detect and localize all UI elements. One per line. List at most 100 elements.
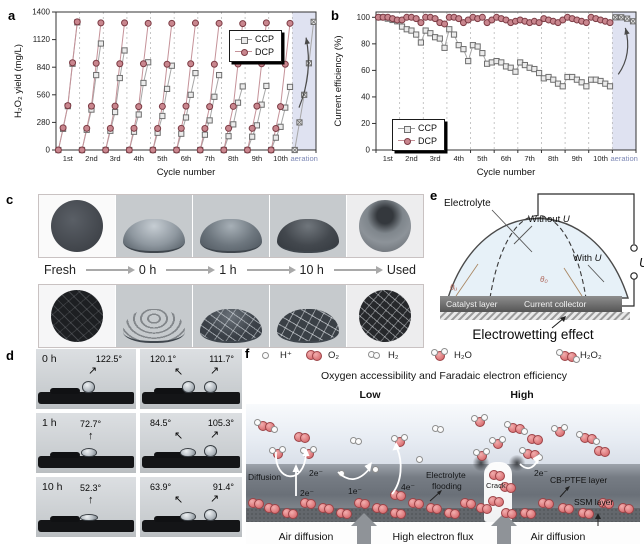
current-collector-label: Current collector	[524, 299, 587, 309]
molecule-O2	[444, 506, 464, 522]
svg-text:6th: 6th	[501, 154, 512, 163]
stage-label: 1 h	[219, 263, 237, 277]
water-droplet	[80, 514, 98, 521]
photo-used-bottom	[347, 285, 423, 347]
svg-text:280: 280	[37, 118, 51, 127]
droplet-with-voltage	[447, 218, 629, 299]
svg-text:3rd: 3rd	[110, 154, 121, 163]
water-droplet	[180, 448, 196, 457]
svg-text:5th: 5th	[477, 154, 488, 163]
legend-h2o2: H₂O₂	[556, 348, 602, 363]
molecule-H2O	[551, 424, 572, 440]
svg-text:10th: 10th	[273, 154, 288, 163]
svg-text:100: 100	[357, 13, 371, 22]
photo-0h-top	[116, 195, 192, 257]
molecule-O2	[500, 480, 520, 496]
molecule-Hplus	[412, 452, 432, 468]
with-u-leader	[587, 264, 605, 283]
photo-fresh-bottom	[39, 285, 115, 347]
svg-text:2nd: 2nd	[405, 154, 418, 163]
svg-text:840: 840	[37, 63, 51, 72]
molecule-O2	[538, 496, 558, 512]
svg-text:9th: 9th	[252, 154, 263, 163]
svg-text:0: 0	[366, 146, 371, 155]
svg-text:8th: 8th	[228, 154, 239, 163]
up-right-arrow-icon: ↗	[210, 429, 220, 441]
molecule-Hplus	[334, 466, 354, 482]
molecule-H2O2	[254, 418, 278, 434]
theta-0-label: θ₀	[540, 275, 548, 284]
molecule-H2	[348, 434, 368, 450]
molecule-O2	[527, 432, 547, 448]
photo-1h-bottom	[193, 285, 269, 347]
svg-text:20: 20	[361, 119, 370, 128]
photo-1h-top	[193, 195, 269, 257]
svg-text:Current efficiency (%): Current efficiency (%)	[333, 35, 344, 126]
legend-label: DCP	[255, 46, 275, 57]
up-left-arrow-icon: ↖	[174, 494, 184, 506]
stage-arrow-icon	[246, 266, 296, 274]
water-droplet	[180, 512, 196, 521]
svg-text:8th: 8th	[548, 154, 559, 163]
time-label: 1 h	[42, 417, 57, 429]
contact-angle-photo: 1 h 72.7° ↑	[36, 413, 136, 473]
svg-text:1st: 1st	[383, 154, 394, 163]
electrode-strip	[142, 452, 240, 468]
legend-entry-dcp: DCP	[398, 135, 437, 148]
svg-text:Cycle number: Cycle number	[157, 167, 216, 178]
molecule-O2	[618, 501, 638, 517]
without-u-label: Without U	[528, 214, 570, 225]
dcp-marker-icon	[235, 47, 252, 57]
contact-angle-photo: 120.1° 111.7° ↖ ↗	[140, 349, 242, 409]
up-right-arrow-icon: ↗	[210, 365, 220, 377]
stage-label: 0 h	[138, 263, 157, 277]
svg-text:1120: 1120	[33, 35, 51, 44]
panel-f-label: f	[245, 346, 250, 361]
legend-label: H₂	[388, 349, 399, 361]
legend-label: O₂	[328, 349, 340, 361]
legend-h2o: H₂O	[431, 347, 472, 362]
up-left-arrow-icon: ↖	[174, 366, 184, 378]
svg-text:7th: 7th	[204, 154, 215, 163]
molecule-O2	[426, 501, 446, 517]
svg-text:9th: 9th	[572, 154, 583, 163]
molecule-O2	[578, 506, 598, 522]
stage-label: 10 h	[299, 263, 324, 277]
ccp-marker-icon	[398, 124, 415, 133]
molecule-O2	[264, 501, 284, 517]
stage-label: Fresh	[44, 263, 76, 277]
angle-value: 52.3°	[80, 483, 102, 493]
legend-label: CCP	[255, 34, 275, 44]
legend-label: DCP	[418, 135, 438, 146]
molecule-H2O	[391, 434, 412, 450]
air-zone	[246, 522, 640, 544]
molecule-O2	[594, 444, 614, 460]
molecule-H2O2	[576, 430, 600, 446]
o2-icon	[306, 349, 326, 362]
high-label: High	[510, 389, 534, 401]
angle-value: 111.7°	[209, 354, 234, 364]
electrode-strip	[38, 388, 134, 404]
voltage-source-label: U	[639, 255, 644, 270]
panel-d-label: d	[6, 348, 14, 363]
air-flux-arrow-icon	[351, 513, 377, 544]
up-right-arrow-icon: ↗	[210, 493, 220, 505]
angle-value: 105.3°	[207, 418, 234, 428]
with-u-label: With U	[573, 253, 602, 264]
contact-angle-photo: 10 h 52.3° ↑	[36, 477, 136, 537]
low-label: Low	[359, 389, 381, 401]
contact-angle-grid: 0 h 122.5° ↗ 120.1° 111.7° ↖ ↗ 1 h 72.7°…	[36, 349, 242, 537]
water-droplet	[182, 381, 195, 393]
electrode-strip	[142, 388, 240, 404]
molecule-Hplus	[258, 348, 278, 364]
h2o-icon	[431, 347, 452, 362]
svg-text:80: 80	[361, 39, 370, 48]
molecule-O2	[488, 494, 508, 510]
electrode-photos-top-row	[38, 194, 424, 258]
without-u-leader	[513, 225, 533, 245]
stage-arrow-icon	[333, 266, 383, 274]
svg-text:2nd: 2nd	[85, 154, 98, 163]
molecule-H2O	[473, 448, 494, 464]
svg-text:4th: 4th	[133, 154, 144, 163]
